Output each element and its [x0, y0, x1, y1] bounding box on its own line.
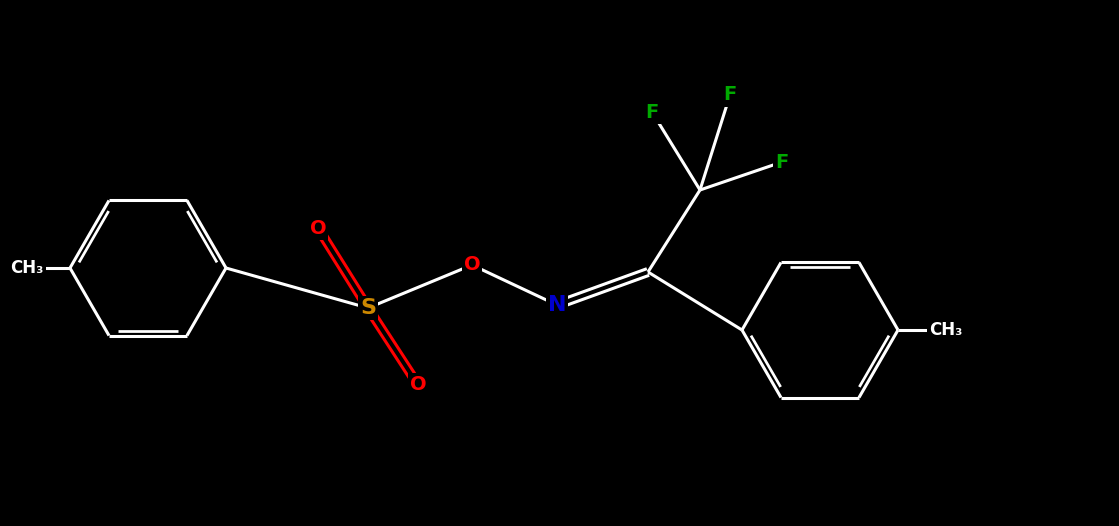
Text: O: O: [410, 376, 426, 394]
Text: O: O: [310, 218, 327, 238]
Text: F: F: [723, 86, 736, 105]
Text: N: N: [547, 295, 566, 315]
Text: CH₃: CH₃: [10, 259, 44, 277]
Text: O: O: [463, 256, 480, 275]
Text: F: F: [646, 103, 659, 122]
Text: CH₃: CH₃: [929, 321, 962, 339]
Text: S: S: [360, 298, 376, 318]
Text: F: F: [775, 153, 789, 171]
